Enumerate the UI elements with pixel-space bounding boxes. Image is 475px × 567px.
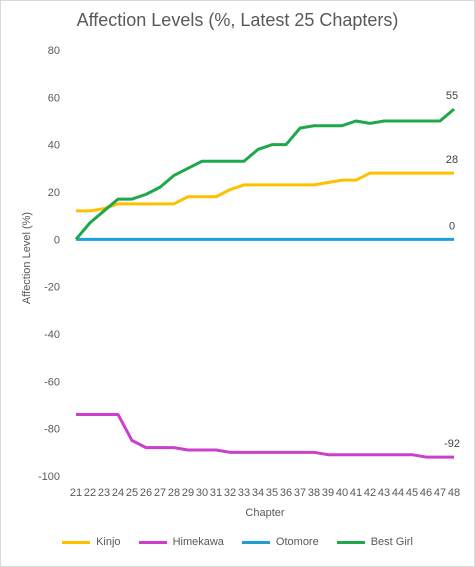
x-tick-label: 37 bbox=[294, 487, 306, 499]
y-tick-label: -80 bbox=[44, 424, 60, 436]
x-tick-label: 43 bbox=[378, 487, 390, 499]
x-tick-label: 36 bbox=[280, 487, 292, 499]
x-tick-label: 28 bbox=[168, 487, 180, 499]
x-tick-label: 45 bbox=[406, 487, 418, 499]
x-tick-label: 23 bbox=[98, 487, 110, 499]
y-tick-label: -100 bbox=[38, 471, 60, 483]
series-end-labels: 28 -92 0 55 bbox=[444, 90, 460, 450]
x-tick-label: 22 bbox=[84, 487, 96, 499]
x-tick-label: 38 bbox=[308, 487, 320, 499]
chart-title: Affection Levels (%, Latest 25 Chapters) bbox=[76, 10, 399, 30]
legend-swatch bbox=[241, 540, 270, 544]
legend-item: Himekawa bbox=[138, 536, 224, 548]
y-tick-label: 60 bbox=[48, 92, 60, 104]
x-tick-label: 33 bbox=[238, 487, 250, 499]
data-label-kinjo: 28 bbox=[446, 154, 458, 166]
legend-label: Otomore bbox=[275, 536, 319, 548]
y-tick-label: 80 bbox=[48, 45, 60, 57]
legend-label: Best Girl bbox=[370, 536, 413, 548]
x-tick-label: 35 bbox=[266, 487, 278, 499]
x-tick-label: 48 bbox=[448, 487, 460, 499]
x-tick-label: 42 bbox=[364, 487, 376, 499]
x-axis-title: Chapter bbox=[245, 507, 284, 519]
data-label-best-girl: 55 bbox=[446, 90, 458, 102]
x-tick-label: 26 bbox=[140, 487, 152, 499]
x-tick-label: 34 bbox=[252, 487, 264, 499]
x-tick-label: 39 bbox=[322, 487, 334, 499]
legend-item: Kinjo bbox=[62, 536, 121, 548]
y-tick-label: -20 bbox=[44, 282, 60, 294]
x-tick-label: 30 bbox=[196, 487, 208, 499]
x-tick-label: 24 bbox=[112, 487, 124, 499]
y-axis-title: Affection Level (%) bbox=[21, 212, 33, 304]
legend-item: Best Girl bbox=[336, 536, 413, 548]
x-tick-label: 44 bbox=[392, 487, 404, 499]
x-tick-label: 46 bbox=[420, 487, 432, 499]
x-tick-label: 41 bbox=[350, 487, 362, 499]
legend: Kinjo Himekawa Otomore Best Girl bbox=[0, 536, 475, 548]
legend-label: Kinjo bbox=[96, 536, 121, 548]
legend-swatch bbox=[62, 540, 91, 544]
data-label-himekawa: -92 bbox=[444, 438, 460, 450]
y-axis-ticks: 80 60 40 20 0 -20 -40 -60 -80 -100 bbox=[38, 45, 60, 483]
legend-swatch bbox=[336, 540, 365, 544]
series-line-kinjo bbox=[76, 171, 454, 213]
x-tick-label: 47 bbox=[434, 487, 446, 499]
data-label-otomore: 0 bbox=[449, 220, 455, 232]
x-tick-label: 32 bbox=[224, 487, 236, 499]
legend-item: Otomore bbox=[241, 536, 319, 548]
x-tick-label: 27 bbox=[154, 487, 166, 499]
x-tick-label: 40 bbox=[336, 487, 348, 499]
x-axis-ticks: 21 22 23 24 25 26 27 28 29 30 31 32 33 34 35 36 37 38 39 40… bbox=[70, 487, 460, 499]
series-line-best-girl bbox=[74, 108, 455, 241]
y-tick-label: 0 bbox=[54, 234, 60, 246]
series-line-himekawa bbox=[76, 412, 454, 459]
x-tick-label: 25 bbox=[126, 487, 138, 499]
legend-swatch bbox=[138, 540, 167, 544]
y-tick-label: 20 bbox=[48, 187, 60, 199]
y-tick-label: 40 bbox=[48, 140, 60, 152]
y-tick-label: -60 bbox=[44, 376, 60, 388]
legend-label: Himekawa bbox=[172, 536, 224, 548]
x-tick-label: 31 bbox=[210, 487, 222, 499]
x-tick-label: 21 bbox=[70, 487, 82, 499]
series-lines bbox=[74, 108, 455, 459]
y-tick-label: -40 bbox=[44, 329, 60, 341]
x-tick-label: 29 bbox=[182, 487, 194, 499]
